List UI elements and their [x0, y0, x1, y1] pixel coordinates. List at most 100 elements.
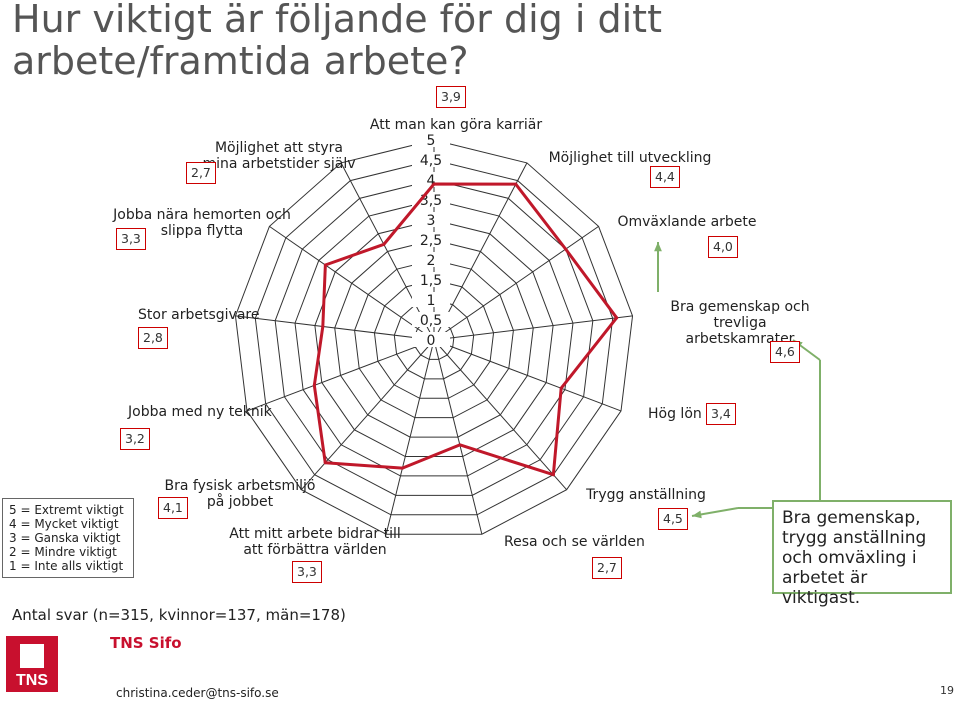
- tick-label-bg: [412, 192, 450, 207]
- category-label: Möjlighet att styra mina arbetstider sjä…: [202, 140, 356, 172]
- contact-email: christina.ceder@tns-sifo.se: [116, 686, 279, 700]
- category-label: Att man kan göra karriär: [369, 117, 543, 133]
- data-point: [559, 386, 563, 390]
- data-point: [551, 473, 555, 477]
- grid-spoke: [433, 339, 483, 535]
- category-label: Stor arbetsgivare: [138, 307, 260, 323]
- tick-label: 4,5: [420, 153, 442, 169]
- tick-label-bg: [412, 292, 450, 307]
- value-label: 2,7: [592, 557, 622, 579]
- grid-spoke: [246, 339, 435, 412]
- tick-label-bg: [412, 152, 450, 167]
- data-point: [564, 247, 568, 251]
- tick-label: 0: [427, 333, 436, 349]
- data-point: [458, 443, 462, 447]
- value-label: 2,8: [138, 327, 168, 349]
- data-point: [323, 461, 327, 465]
- grid-ring: [354, 259, 514, 419]
- grid-ring: [294, 199, 574, 477]
- grid-spoke: [433, 339, 622, 412]
- grid-spoke: [235, 315, 435, 341]
- tick-label: 3: [427, 213, 436, 229]
- grid-spoke: [433, 225, 599, 341]
- tick-label-bg: [412, 332, 450, 347]
- tick-label: 1,5: [420, 273, 442, 289]
- arrow-head: [654, 242, 662, 252]
- grid-ring: [393, 299, 475, 380]
- tick-label: 4: [427, 173, 436, 189]
- grid-ring: [334, 239, 534, 438]
- tick-label-bg: [412, 312, 450, 327]
- category-label: Omväxlande arbete: [617, 214, 757, 230]
- page-title: Hur viktigt är följande för dig i ditt a…: [12, 0, 662, 83]
- grid-ring: [413, 319, 455, 360]
- category-label: Jobba med ny teknik: [128, 404, 272, 420]
- brand-name: TNS Sifo: [110, 634, 182, 652]
- value-label: 3,4: [706, 403, 736, 425]
- legend-item: 2 = Mindre viktigt: [9, 545, 117, 559]
- grid-ring: [373, 279, 495, 399]
- grid-spoke: [340, 162, 435, 341]
- radar-series: [312, 182, 619, 477]
- data-point: [514, 182, 518, 186]
- series-line: [312, 182, 619, 477]
- category-label: Jobba nära hemorten och slippa flytta: [113, 207, 291, 239]
- tns-logo: TNS: [6, 636, 58, 692]
- page-number: 19: [940, 684, 954, 697]
- tick-label-bg: [412, 272, 450, 287]
- grid-ring: [234, 139, 634, 535]
- grid-spoke: [269, 225, 435, 341]
- category-label: Bra fysisk arbetsmiljö på jobbet: [164, 478, 316, 510]
- legend-item: 1 = Inte alls viktigt: [9, 559, 124, 573]
- grid-spoke: [433, 162, 528, 341]
- data-point: [400, 466, 404, 470]
- value-label: 4,0: [708, 236, 738, 258]
- tick-label-bg: [412, 232, 450, 247]
- tick-label: 3,5: [420, 193, 442, 209]
- radar-tick-labels: 0 0,5 1 1,5 2 2,5 3 3,5 4 4,5 5: [412, 132, 450, 349]
- arrow-head: [692, 510, 702, 519]
- tick-label-bg: [412, 212, 450, 227]
- data-point: [615, 316, 619, 320]
- tick-label: 5: [427, 133, 436, 149]
- logo-shape: [20, 644, 44, 668]
- value-label: 3,3: [116, 228, 146, 250]
- legend-item: 3 = Ganska viktigt: [9, 531, 121, 545]
- grid-spoke: [433, 315, 633, 341]
- category-label: Möjlighet till utveckling: [548, 150, 712, 166]
- tick-label: 0,5: [420, 313, 442, 329]
- value-label: 4,1: [158, 497, 188, 519]
- tick-label: 1: [427, 293, 436, 309]
- value-label: 4,6: [770, 341, 800, 363]
- value-label: 3,2: [120, 428, 150, 450]
- data-point: [382, 242, 386, 246]
- grid-ring: [254, 159, 614, 516]
- value-label: 2,7: [186, 162, 216, 184]
- data-point: [321, 324, 325, 328]
- summary-box: Bra gemenskap, trygg anställning och omv…: [772, 500, 952, 608]
- value-label: 4,5: [658, 508, 688, 530]
- data-point: [312, 383, 316, 387]
- value-label: 4,4: [650, 166, 680, 188]
- grid-spoke: [301, 339, 435, 491]
- grid-spoke: [385, 339, 435, 535]
- category-label: Bra gemenskap och trevliga arbetskamrate…: [670, 299, 810, 347]
- sample-size: Antal svar (n=315, kvinnor=137, män=178): [12, 606, 346, 624]
- tick-label-bg: [412, 132, 450, 147]
- data-point: [432, 182, 436, 186]
- summary-arrows: [654, 242, 821, 519]
- logo-text: TNS: [16, 672, 48, 689]
- legend-item: 4 = Mycket viktigt: [9, 517, 119, 531]
- category-label: Hög lön: [648, 406, 702, 422]
- grid-ring: [274, 179, 594, 496]
- scale-legend: 5 = Extremt viktigt 4 = Mycket viktigt 3…: [2, 498, 134, 578]
- category-label: Att mitt arbete bidrar till att förbättr…: [229, 526, 401, 558]
- category-label: Trygg anställning: [586, 487, 706, 503]
- grid-spoke: [433, 339, 567, 491]
- data-point: [323, 263, 327, 267]
- value-label: 3,3: [292, 561, 322, 583]
- tick-label: 2: [427, 253, 436, 269]
- tick-label-bg: [412, 252, 450, 267]
- value-label: 3,9: [436, 86, 466, 108]
